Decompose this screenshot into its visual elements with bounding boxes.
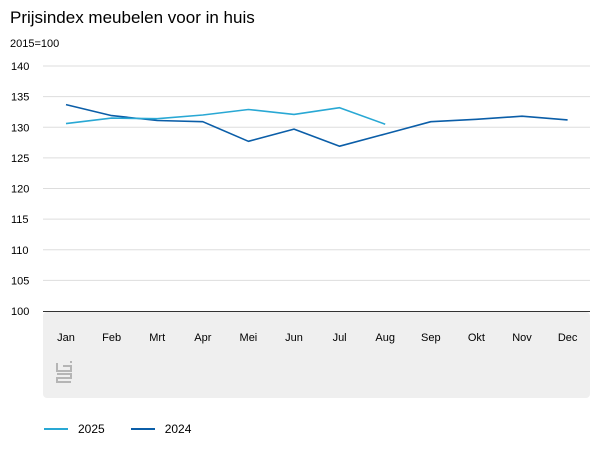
y-tick-labels: 100 105 110 115 120 125 130 135 140 [11,61,29,318]
series-line-2024[interactable] [65,103,568,147]
legend: 2025 2024 [44,422,191,436]
x-tick-label: Apr [194,332,211,344]
x-tick-label: Nov [512,332,532,344]
x-axis-band [43,312,590,398]
x-tick-labels: Jan Feb Mrt Apr Mei Jun Jul Aug Sep Okt Nov Dec [57,332,578,344]
y-tick-label: 135 [11,92,29,104]
x-tick-label: Dec [558,332,578,344]
y-tick-label: 125 [11,153,29,165]
x-tick-label: Okt [468,332,485,344]
y-tick-label: 105 [11,275,29,287]
grid-lines [43,65,590,281]
legend-label-2024: 2024 [164,422,192,436]
y-tick-label: 120 [11,184,29,196]
legend-swatch-2024 [130,428,155,430]
legend-item-2024[interactable]: 2024 [130,422,192,436]
x-tick-label: Mei [240,332,258,344]
y-tick-label: 140 [11,61,29,73]
x-tick-label: Jun [285,332,303,344]
x-tick-label: Feb [102,332,121,344]
legend-swatch-2025 [44,428,68,430]
x-tick-label: Mrt [149,332,165,344]
series-lines [65,103,568,147]
x-tick-label: Aug [375,332,395,344]
x-tick-label: Jan [57,332,75,344]
series-line-2025[interactable] [65,106,386,125]
legend-item-2025[interactable]: 2025 [44,422,105,436]
y-axis-unit-label: 2015=100 [10,38,60,50]
chart-title: Prijsindex meubelen voor in huis [10,8,255,27]
x-tick-label: Sep [421,332,441,344]
y-tick-label: 100 [11,306,29,318]
y-tick-label: 110 [11,245,29,257]
y-tick-label: 130 [11,122,29,134]
x-tick-label: Jul [333,332,347,344]
y-tick-label: 115 [11,214,29,226]
cbs-logo [56,361,72,383]
legend-label-2025: 2025 [78,422,105,436]
